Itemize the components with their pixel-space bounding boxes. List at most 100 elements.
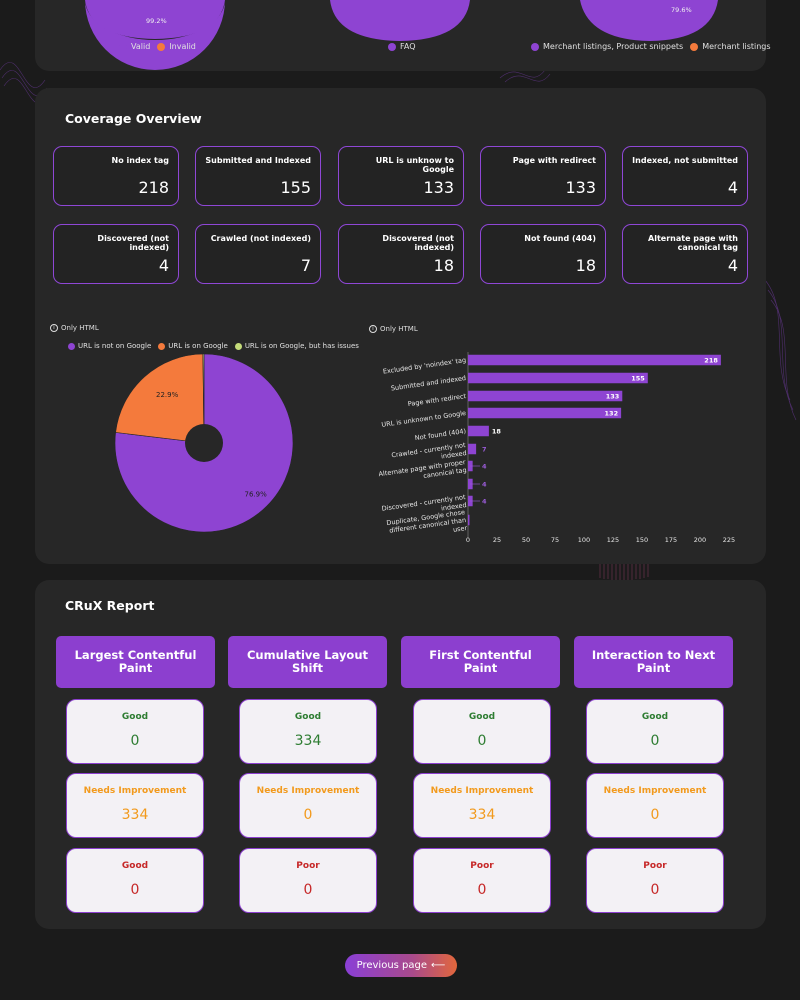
legend-label: Merchant listings, Product snippets [543, 42, 684, 51]
bar-value-label: 218 [704, 357, 718, 365]
coverage-card-value: 4 [727, 256, 738, 275]
note-text: Only HTML [61, 324, 99, 332]
info-icon: i [50, 324, 58, 332]
crux-status-label: Needs Improvement [603, 786, 707, 796]
only-html-note-left: i Only HTML [50, 324, 99, 332]
note-text: Only HTML [380, 325, 418, 333]
crux-status-card: Good 0 [66, 848, 204, 913]
pie-3-bottom [580, 0, 718, 41]
crux-status-label: Good [468, 712, 496, 722]
coverage-card-label: Discovered (not indexed) [97, 234, 169, 252]
bar-category-label: Page with redirect [407, 392, 467, 408]
bar-category-label: Excluded by 'noindex' tag [382, 356, 466, 376]
crux-status-card: Needs Improvement 0 [239, 773, 377, 838]
crux-status-label: Poor [643, 861, 667, 871]
info-icon: i [369, 325, 377, 333]
x-tick-label: 200 [694, 536, 706, 544]
coverage-card: URL is unknow to Google 133 [338, 146, 464, 206]
bar [468, 407, 622, 419]
crux-status-label: Good [641, 712, 669, 722]
coverage-card-label: URL is unknow to Google [375, 156, 454, 174]
donut-value-label: 76.9% [244, 490, 267, 498]
crux-status-value: 0 [477, 882, 487, 898]
crux-status-label: Poor [296, 861, 320, 871]
bar [468, 354, 721, 366]
pie-1-value-label: 99.2% [146, 17, 167, 25]
coverage-card-value: 7 [300, 256, 311, 275]
x-tick-label: 25 [493, 536, 501, 544]
crux-status-value: 0 [303, 807, 313, 823]
crux-status-label: Poor [470, 861, 494, 871]
legend-dot [157, 42, 166, 51]
coverage-card-label: Not found (404) [524, 234, 596, 243]
legend-dot [690, 42, 699, 51]
legend-label: Invalid [169, 42, 196, 51]
bar-value-label: 155 [631, 375, 645, 383]
crux-status-label: Needs Improvement [430, 786, 534, 796]
crux-status-label: Needs Improvement [256, 786, 360, 796]
coverage-card-value: 4 [158, 256, 169, 275]
coverage-card: Discovered (not indexed) 4 [53, 224, 179, 284]
coverage-title: Coverage Overview [65, 111, 202, 126]
crux-status-value: 334 [468, 807, 496, 823]
pie-1-legend: Valid Invalid [119, 42, 196, 51]
pie-1-bottom [85, 0, 225, 39]
schema-pie-1 [85, 0, 718, 70]
x-tick-label: 175 [665, 536, 677, 544]
bar-category-label: Submitted and indexed [390, 374, 466, 392]
bar-category-label: Alternate page with propercanonical tag [378, 458, 467, 486]
legend-dot [531, 42, 539, 51]
crux-status-value: 0 [477, 733, 487, 749]
crux-status-card: Good 334 [239, 699, 377, 764]
bar [468, 425, 489, 437]
crux-title: CRuX Report [65, 598, 155, 613]
donut-legend: URL is not on Google URL is on Google URL … [68, 342, 359, 350]
crux-metric-header: Interaction to Next Paint [574, 636, 733, 688]
crux-status-card: Needs Improvement 334 [413, 773, 551, 838]
coverage-card-value: 155 [280, 178, 311, 197]
legend-dot [119, 42, 127, 51]
coverage-card: Crawled (not indexed) 7 [195, 224, 321, 284]
coverage-card-label: Discovered (not indexed) [382, 234, 454, 252]
arrow-left-icon: ⟵ [431, 960, 446, 971]
crux-status-value: 0 [130, 882, 140, 898]
crux-status-value: 334 [121, 807, 149, 823]
coverage-card: Indexed, not submitted 4 [622, 146, 748, 206]
bar-category-label: Duplicate, Google chosedifferent canonic… [386, 508, 468, 543]
crux-status-label: Needs Improvement [83, 786, 187, 796]
x-tick-label: 125 [607, 536, 619, 544]
coverage-card: Discovered (not indexed) 18 [338, 224, 464, 284]
coverage-card-value: 18 [433, 256, 454, 275]
crux-status-value: 0 [303, 882, 313, 898]
crux-status-card: Good 0 [413, 699, 551, 764]
crux-status-card: Poor 0 [586, 848, 724, 913]
previous-page-button[interactable]: Previous page ⟵ [345, 954, 457, 977]
crux-status-value: 0 [130, 733, 140, 749]
coverage-card: Alternate page with canonical tag 4 [622, 224, 748, 284]
bar-value-label: 7 [482, 446, 487, 454]
bar-value-label: 4 [482, 463, 487, 471]
only-html-note-right: i Only HTML [369, 325, 418, 333]
coverage-card: Not found (404) 18 [480, 224, 606, 284]
crux-status-label: Good [121, 861, 149, 871]
bar-category-label: Not found (404) [414, 427, 466, 442]
donut-slice [115, 353, 205, 444]
x-tick-label: 50 [522, 536, 530, 544]
bar [468, 372, 648, 384]
previous-page-label: Previous page [356, 960, 428, 971]
coverage-card-label: Indexed, not submitted [632, 156, 738, 165]
x-tick-label: 75 [551, 536, 559, 544]
coverage-card-value: 133 [565, 178, 596, 197]
coverage-card-label: No index tag [111, 156, 169, 165]
legend-label: URL is on Google [168, 342, 228, 350]
coverage-card-label: Page with redirect [512, 156, 596, 165]
legend-label: URL is on Google, but has issues [244, 342, 359, 350]
crux-status-value: 0 [650, 807, 660, 823]
legend-label: Valid [131, 42, 151, 51]
coverage-card-label: Alternate page with canonical tag [648, 234, 738, 252]
x-tick-label: 225 [723, 536, 735, 544]
x-tick-label: 0 [466, 536, 470, 544]
legend-dot [68, 342, 75, 350]
